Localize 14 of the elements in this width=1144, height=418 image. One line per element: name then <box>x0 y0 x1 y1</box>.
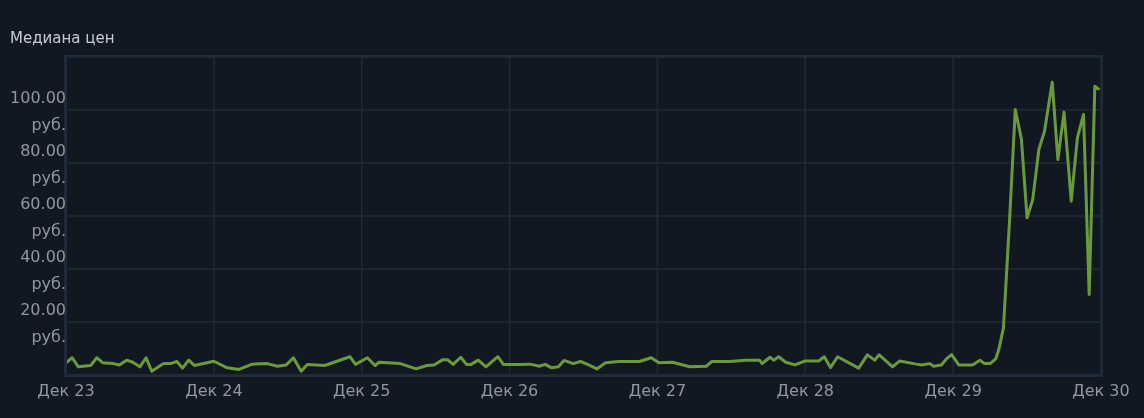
y-tick-label: 100.00 руб. <box>10 87 66 134</box>
y-tick-label: 20.00 руб. <box>20 299 66 346</box>
y-tick-label: 60.00 руб. <box>20 193 66 240</box>
x-tick-label: Дек 24 <box>185 381 243 401</box>
x-tick-label: Дек 30 <box>1072 381 1130 401</box>
x-tick-label: Дек 25 <box>332 381 391 401</box>
x-tick-label: Дек 23 <box>37 381 95 401</box>
chart-title: Медиана цен <box>10 29 115 47</box>
y-tick-label: 40.00 руб. <box>20 246 66 293</box>
y-tick-label: 80.00 руб. <box>20 140 66 187</box>
x-tick-label: Дек 27 <box>628 381 687 401</box>
x-tick-label: Дек 26 <box>480 381 539 401</box>
x-tick-label: Дек 29 <box>924 381 982 401</box>
x-tick-label: Дек 28 <box>776 381 835 401</box>
